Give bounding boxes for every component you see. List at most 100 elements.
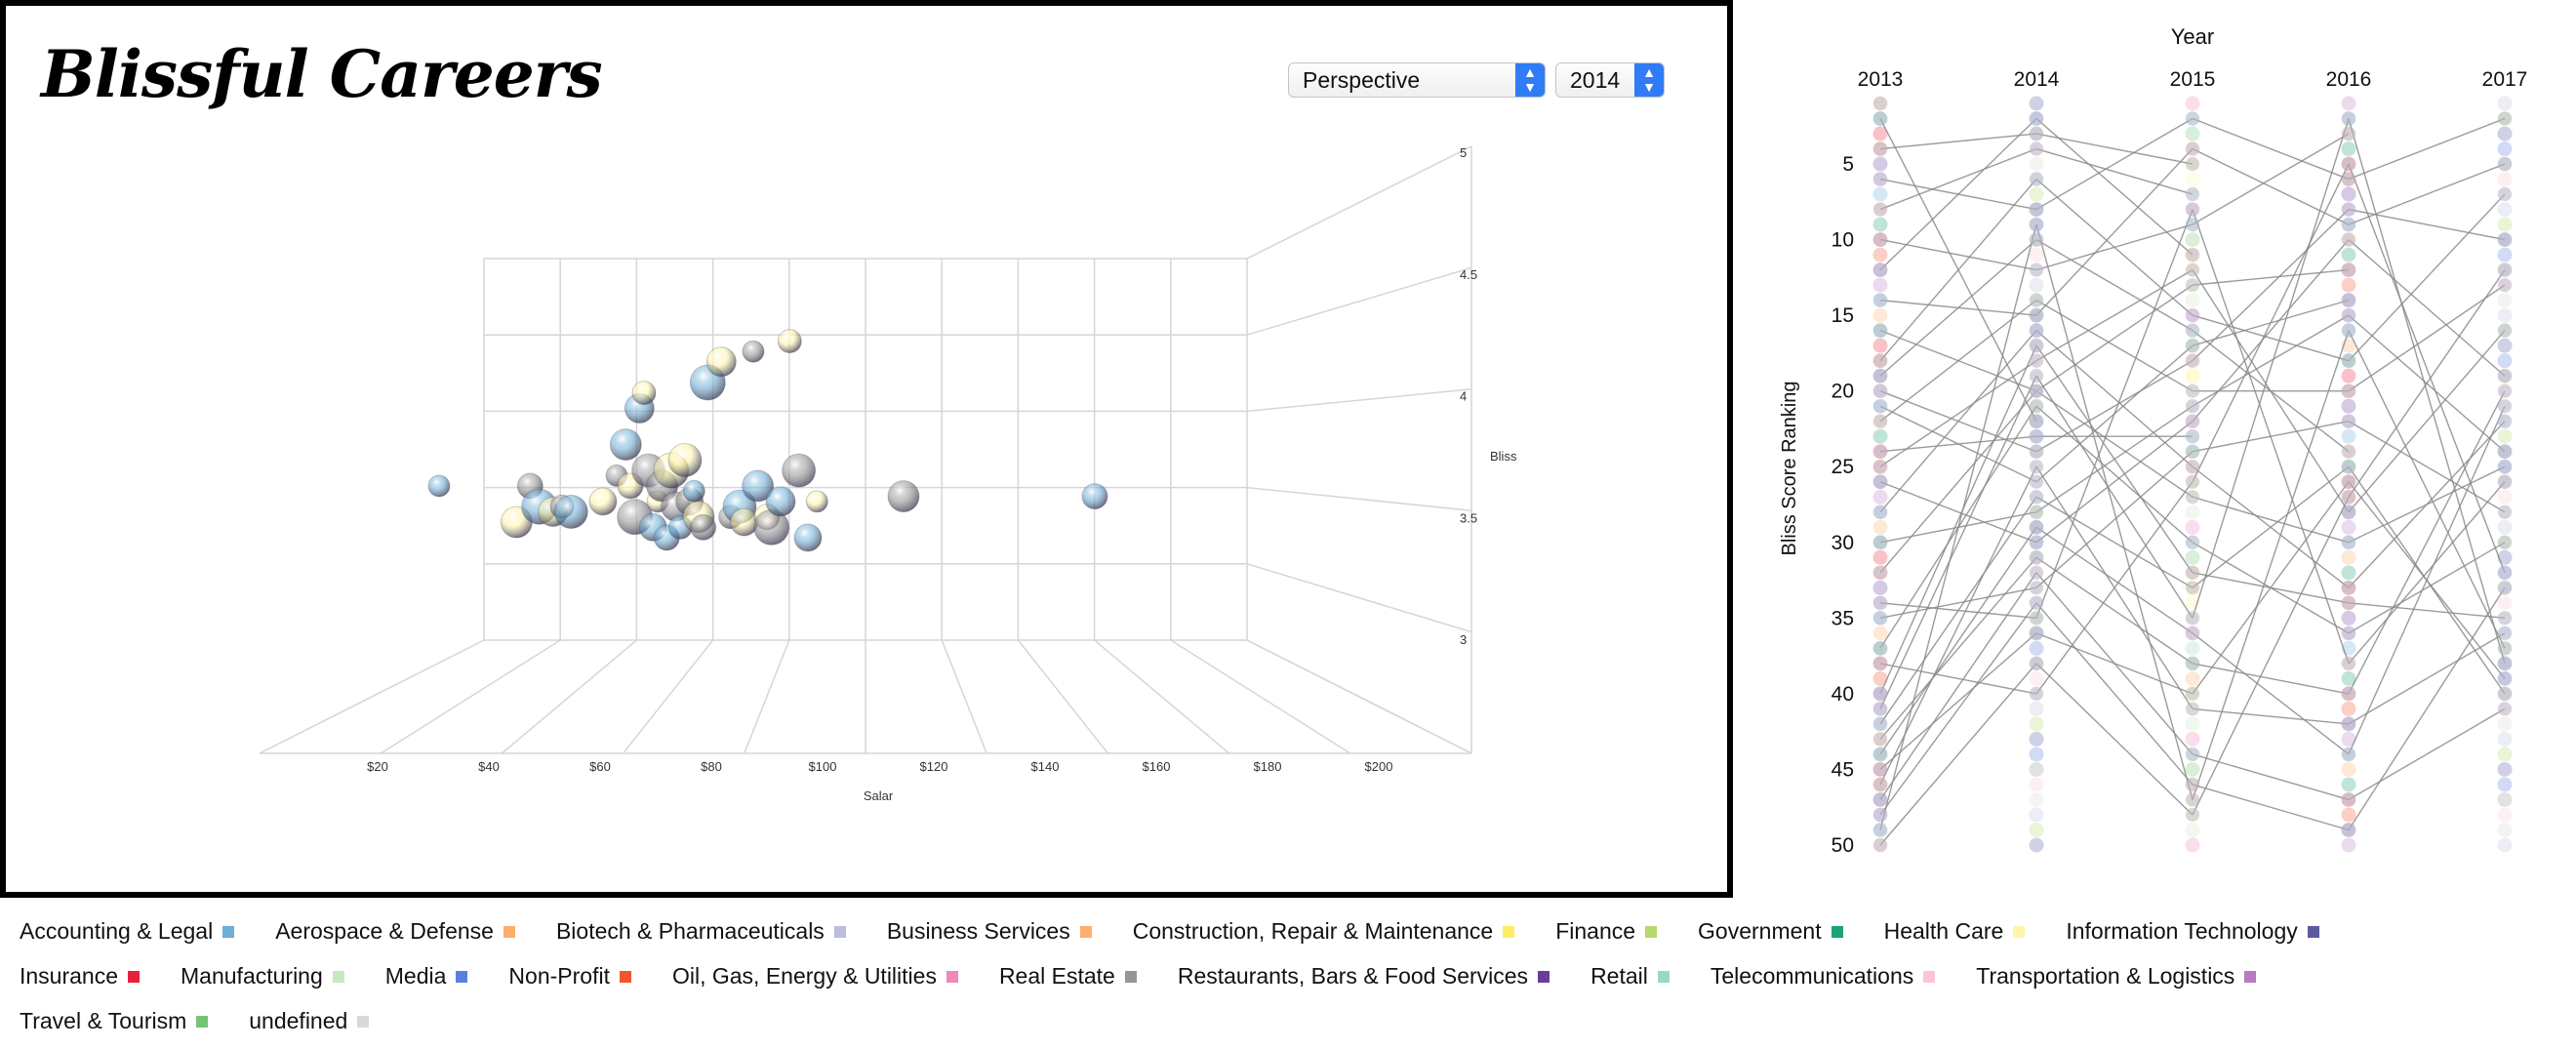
bubble-point[interactable] (667, 443, 703, 477)
rank-dot[interactable] (2497, 141, 2513, 157)
legend-item[interactable]: Media (385, 960, 468, 991)
rank-dot[interactable] (2185, 640, 2200, 656)
rank-point[interactable] (1873, 595, 1887, 610)
rank-dot[interactable] (1872, 126, 1888, 141)
legend-item[interactable]: Oil, Gas, Energy & Utilities (672, 960, 958, 991)
rank-point[interactable] (1873, 747, 1887, 761)
rank-point[interactable] (1873, 172, 1887, 186)
rank-point[interactable] (1873, 656, 1887, 670)
rank-point[interactable] (2186, 807, 2199, 822)
rank-point[interactable] (1873, 762, 1887, 777)
rank-point[interactable] (2342, 157, 2355, 172)
rank-dot[interactable] (1872, 156, 1888, 172)
rank-point[interactable] (2030, 626, 2043, 640)
rank-point[interactable] (2342, 262, 2355, 277)
legend-item[interactable]: Restaurants, Bars & Food Services (1178, 960, 1550, 991)
rank-dot[interactable] (1872, 247, 1888, 262)
rank-point[interactable] (1873, 838, 1887, 852)
rank-point[interactable] (2186, 414, 2199, 428)
rank-point[interactable] (2498, 384, 2512, 398)
legend-item[interactable]: Insurance (20, 960, 141, 991)
rank-point[interactable] (1873, 807, 1887, 822)
rank-dot[interactable] (1872, 428, 1888, 444)
rank-dot[interactable] (2185, 126, 2200, 141)
rank-point[interactable] (1873, 414, 1887, 428)
rank-point[interactable] (2030, 262, 2043, 277)
rank-point[interactable] (2498, 278, 2512, 293)
rank-dot[interactable] (2185, 761, 2200, 777)
rank-point[interactable] (2186, 187, 2199, 202)
rank-point[interactable] (2342, 747, 2355, 761)
rank-point[interactable] (2186, 353, 2199, 368)
bubble-point[interactable] (682, 479, 705, 503)
year-select[interactable]: 2014 ▲ ▼ (1555, 62, 1665, 98)
legend-item[interactable]: Telecommunications (1711, 960, 1936, 991)
rank-point[interactable] (2186, 308, 2199, 323)
rank-point[interactable] (2030, 550, 2043, 565)
rank-point[interactable] (2186, 535, 2199, 549)
rank-point[interactable] (2030, 323, 2043, 338)
bubble-point[interactable] (631, 381, 657, 406)
rank-point[interactable] (1873, 232, 1887, 247)
rank-point[interactable] (2498, 460, 2512, 474)
rank-dot[interactable] (2341, 731, 2356, 747)
rank-point[interactable] (2186, 248, 2199, 262)
rank-point[interactable] (1873, 686, 1887, 701)
rank-point[interactable] (2030, 339, 2043, 353)
rank-point[interactable] (1873, 262, 1887, 277)
rank-dot[interactable] (2029, 822, 2044, 837)
rank-point[interactable] (1873, 474, 1887, 489)
rank-point[interactable] (2030, 656, 2043, 670)
rank-point[interactable] (2186, 656, 2199, 670)
rank-point[interactable] (2342, 823, 2355, 837)
rank-dot[interactable] (2029, 807, 2044, 823)
rank-point[interactable] (2342, 353, 2355, 368)
view-mode-select[interactable]: Perspective ▲ ▼ (1288, 62, 1546, 98)
rank-point[interactable] (2030, 414, 2043, 428)
bubble-point[interactable] (690, 513, 717, 541)
rank-point[interactable] (2186, 444, 2199, 459)
rank-dot[interactable] (1872, 519, 1888, 535)
rank-dot[interactable] (2185, 232, 2200, 248)
rank-point[interactable] (1873, 535, 1887, 549)
rank-point[interactable] (2186, 474, 2199, 489)
rank-dot[interactable] (2341, 777, 2356, 792)
rank-dot[interactable] (2029, 156, 2044, 172)
rank-dot[interactable] (2341, 565, 2356, 581)
rank-point[interactable] (2030, 611, 2043, 626)
rank-point[interactable] (2030, 232, 2043, 247)
rank-point[interactable] (1873, 141, 1887, 156)
rank-point[interactable] (1873, 399, 1887, 414)
rank-point[interactable] (2498, 157, 2512, 172)
rank-dot[interactable] (2497, 519, 2513, 535)
rank-dot[interactable] (2029, 747, 2044, 762)
rank-point[interactable] (2030, 399, 2043, 414)
rank-point[interactable] (2498, 369, 2512, 384)
rank-point[interactable] (2030, 505, 2043, 519)
rank-dot[interactable] (2497, 293, 2513, 308)
rank-dot[interactable] (2341, 761, 2356, 777)
rank-point[interactable] (2030, 202, 2043, 217)
rank-point[interactable] (2498, 414, 2512, 428)
rank-dot[interactable] (1872, 580, 1888, 595)
rank-dot[interactable] (2185, 716, 2200, 732)
rank-dot[interactable] (2497, 747, 2513, 762)
rank-point[interactable] (2186, 339, 2199, 353)
rank-dot[interactable] (2497, 807, 2513, 823)
rank-point[interactable] (2342, 218, 2355, 232)
rank-point[interactable] (2342, 686, 2355, 701)
rank-point[interactable] (2186, 157, 2199, 172)
rank-point[interactable] (1873, 444, 1887, 459)
bubble-point[interactable] (782, 453, 817, 488)
rank-point[interactable] (2498, 111, 2512, 126)
bubble-point[interactable] (588, 487, 618, 516)
rank-point[interactable] (2030, 127, 2043, 141)
rank-point[interactable] (2186, 792, 2199, 807)
rank-dot[interactable] (2497, 777, 2513, 792)
rank-dot[interactable] (2341, 368, 2356, 384)
rank-point[interactable] (1873, 641, 1887, 656)
rank-dot[interactable] (1872, 489, 1888, 505)
rank-dot[interactable] (2341, 186, 2356, 202)
rank-point[interactable] (2498, 671, 2512, 686)
rank-point[interactable] (2498, 702, 2512, 716)
